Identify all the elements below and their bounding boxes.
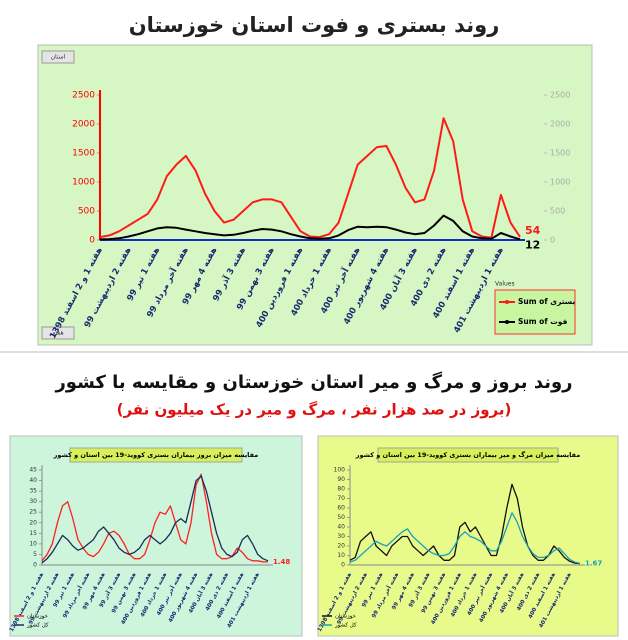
series-line bbox=[349, 512, 581, 565]
y-tick-label: 5 bbox=[33, 551, 37, 558]
y-tick-label: 0 bbox=[89, 236, 95, 246]
y2-tick-label: 2500 bbox=[550, 91, 570, 100]
y-tick-label: 1000 bbox=[72, 178, 95, 188]
series-line bbox=[41, 473, 269, 563]
y-tick-label: 2500 bbox=[72, 91, 95, 101]
legend-box bbox=[494, 289, 576, 335]
filter-button[interactable] bbox=[41, 50, 75, 64]
y-tick-label: 70 bbox=[337, 495, 345, 502]
legend-title: Values bbox=[495, 281, 515, 288]
series-line bbox=[99, 117, 521, 239]
y2-tick-label: 1000 bbox=[550, 178, 570, 187]
y-tick-label: 10 bbox=[337, 552, 345, 559]
chart-background bbox=[317, 435, 619, 637]
chart-title-box bbox=[377, 447, 559, 463]
series-line bbox=[99, 214, 521, 241]
y-tick-label: 35 bbox=[29, 488, 37, 495]
y-tick-label: 20 bbox=[337, 543, 345, 550]
chart-title: مقایسه میزان بروز بیماران بستری کووید-19… bbox=[53, 451, 259, 459]
y-tick-label: 30 bbox=[29, 498, 37, 505]
section-subtitle: (بروز در صد هزار نفر ، مرگ و میر در یک م… bbox=[117, 401, 512, 419]
series-line bbox=[349, 483, 581, 565]
y2-tick-label: 500 bbox=[550, 207, 565, 216]
y-tick-label: 500 bbox=[78, 207, 95, 217]
y-tick-label: 45 bbox=[29, 467, 37, 474]
legend-label: کل کشور bbox=[26, 622, 49, 629]
y-tick-label: 2000 bbox=[72, 120, 95, 130]
legend-label: خوزستان bbox=[335, 614, 356, 620]
series-line bbox=[41, 475, 269, 564]
legend-label: Sum of بستری bbox=[518, 297, 575, 306]
legend-marker bbox=[505, 300, 509, 304]
legend-marker bbox=[505, 320, 509, 324]
y-tick-label: 90 bbox=[337, 476, 345, 483]
y-tick-label: 50 bbox=[337, 514, 345, 521]
legend-label: خوزستان bbox=[27, 614, 48, 620]
main-title: روند بستری و فوت استان خوزستان bbox=[129, 13, 500, 37]
y-tick-label: 60 bbox=[337, 505, 345, 512]
y-tick-label: 0 bbox=[341, 562, 345, 569]
end-label: 12 bbox=[525, 238, 540, 251]
legend-label: Sum of فوت bbox=[518, 317, 567, 326]
y-tick-label: 40 bbox=[337, 524, 345, 531]
y2-tick-label: 2000 bbox=[550, 120, 570, 129]
y-tick-label: 0 bbox=[33, 562, 37, 569]
filter-label: استان bbox=[51, 54, 66, 61]
y-tick-label: 30 bbox=[337, 533, 345, 540]
chart-title-box bbox=[69, 447, 243, 463]
y-tick-label: 20 bbox=[29, 519, 37, 526]
y-tick-label: 1500 bbox=[72, 149, 95, 159]
y-tick-label: 25 bbox=[29, 509, 37, 516]
y-tick-label: 15 bbox=[29, 530, 37, 537]
y-tick-label: 80 bbox=[337, 486, 345, 493]
end-label: 1.67 bbox=[585, 559, 602, 567]
y2-tick-label: 0 bbox=[550, 236, 555, 245]
y-tick-label: 10 bbox=[29, 540, 37, 547]
y-tick-label: 40 bbox=[29, 477, 37, 484]
filter-label: هفته bbox=[52, 330, 63, 337]
legend-label: کل کشور bbox=[334, 622, 357, 629]
end-label: 1.48 bbox=[273, 558, 290, 566]
chart-background bbox=[9, 435, 303, 637]
y2-tick-label: 1500 bbox=[550, 149, 570, 158]
end-label: 54 bbox=[525, 224, 541, 237]
y-tick-label: 100 bbox=[334, 467, 346, 474]
section-title: روند بروز و مرگ و میر استان خوزستان و مق… bbox=[54, 371, 572, 393]
chart-title: مقایسه میزان مرگ و میر بیماران بستری کوو… bbox=[355, 450, 580, 459]
filter-button[interactable] bbox=[41, 326, 75, 340]
